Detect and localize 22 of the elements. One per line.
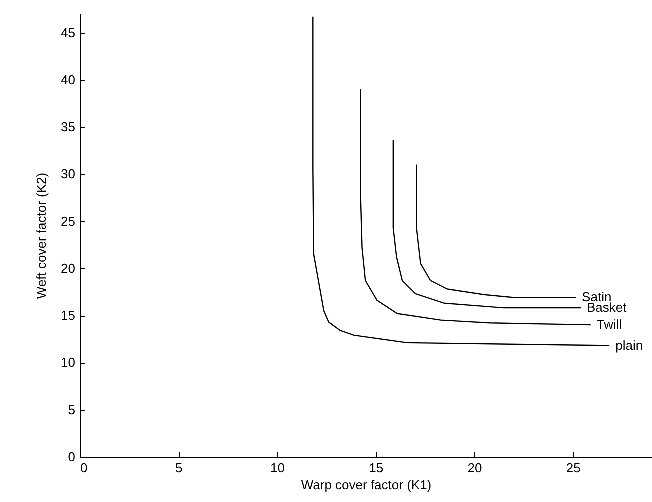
line-series (416, 164, 577, 298)
series-label: plain (616, 338, 644, 353)
y-axis-title: Weft cover factor (K2) (34, 172, 50, 300)
series-label: Twill (596, 317, 622, 332)
y-tick-label: 35 (61, 120, 76, 135)
x-tick-label: 5 (176, 460, 183, 476)
x-tick-label: 20 (468, 460, 482, 476)
y-tick-label: 15 (61, 308, 76, 324)
y-tick-label: 30 (61, 166, 76, 182)
y-tick-label: 40 (61, 72, 76, 88)
x-tick-label: 15 (369, 460, 384, 476)
y-tick-label: 10 (61, 355, 76, 370)
y-tick-label: 5 (68, 402, 76, 418)
x-axis-title: Warp cover factor (K1) (301, 478, 432, 492)
x-tick-label: 10 (270, 460, 285, 476)
y-tick-label: 20 (61, 260, 76, 276)
x-tick-label: 0 (80, 460, 88, 476)
x-tick-label: 25 (566, 460, 581, 476)
line-series (392, 140, 582, 309)
y-tick-label: 25 (61, 214, 76, 229)
y-tick-label: 0 (68, 450, 76, 464)
y-tick-label: 45 (61, 25, 76, 40)
